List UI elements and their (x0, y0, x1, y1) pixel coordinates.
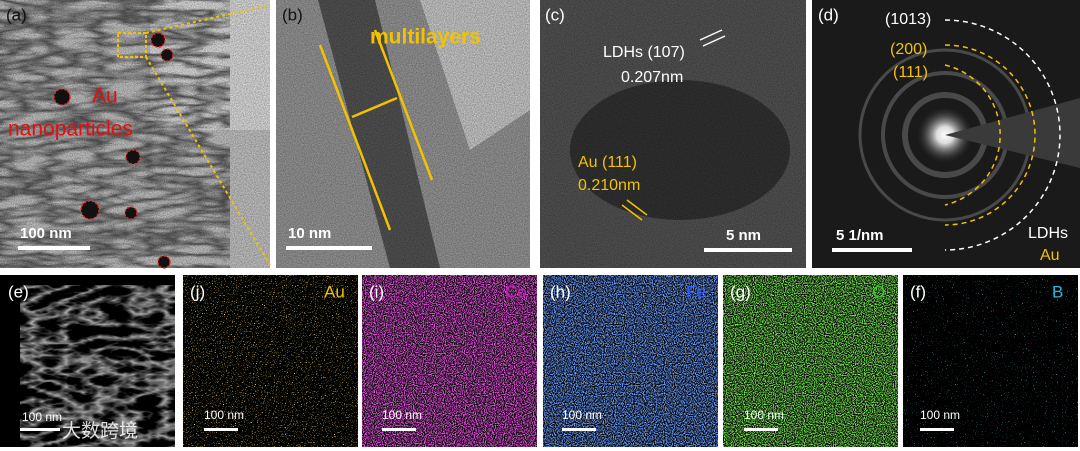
annotation: 0.207nm (621, 69, 683, 86)
element-map (903, 275, 1078, 447)
panel-a: (a) Au nanoparticles 100 nm (0, 0, 271, 269)
image-grain (276, 0, 530, 268)
watermark: 大数跨境 (62, 420, 138, 442)
ldh-fringes (699, 29, 726, 47)
ring-label: (200) (890, 41, 927, 58)
width-arrow (351, 96, 398, 119)
fringe (702, 35, 726, 47)
annotation: Au (111) (578, 154, 637, 171)
particle (150, 32, 166, 48)
element-label: Au (324, 282, 345, 301)
scale-bar-label: 100 nm (920, 408, 960, 422)
panel-label: (c) (545, 5, 565, 24)
scale-bar-label: 100 nm (204, 408, 244, 422)
beam-stop (945, 98, 1080, 168)
panel-label: (i) (369, 282, 384, 301)
au-fringes (621, 199, 648, 221)
panel-label: (e) (8, 282, 29, 301)
panel-j: (j) Au 100 nm (183, 275, 358, 447)
particle (160, 48, 174, 62)
panel-label: (g) (730, 282, 751, 301)
element-map (362, 275, 537, 447)
edge-line (373, 29, 434, 181)
scale-bar-label: 100 nm (744, 408, 784, 422)
scale-bar-label: 10 nm (288, 225, 331, 242)
panel-g: (g) O 100 nm (723, 275, 898, 447)
scale-bar (382, 428, 416, 431)
panel-f: (f) B 100 nm (903, 275, 1078, 447)
panel-d: (d) (1013) (200) (111) LDHs Au 5 1/nm (812, 0, 1080, 268)
scale-bar (204, 428, 238, 431)
panel-label: (b) (282, 5, 303, 24)
panel-label: (f) (910, 282, 926, 301)
image-grain (0, 0, 270, 268)
panel-h: (h) Fe 100 nm (543, 275, 718, 447)
element-label: O (872, 282, 885, 301)
panel-label: (h) (550, 282, 571, 301)
element-map (183, 275, 358, 447)
particle (80, 200, 100, 220)
scale-bar-label: 100 nm (22, 410, 62, 424)
panel-label: (a) (6, 5, 27, 24)
scale-bar-label: 5 1/nm (836, 227, 884, 244)
legend: Au (1040, 247, 1060, 264)
panel-b: (b) multilayers 10 nm (276, 0, 530, 268)
scale-bar (704, 248, 792, 252)
nanoparticles (53, 32, 174, 269)
ring-marker (944, 64, 1001, 206)
particle (124, 206, 138, 220)
scale-bar-label: 5 nm (726, 227, 761, 244)
annotation: 0.210nm (578, 177, 640, 194)
element-map (543, 275, 718, 447)
image-texture (20, 285, 175, 447)
fringe (621, 204, 643, 221)
scale-bar (286, 246, 372, 250)
particle (125, 149, 141, 165)
scale-bar (562, 428, 596, 431)
particle (157, 255, 171, 269)
scale-bar (20, 428, 60, 431)
panel-i: (i) Co 100 nm (362, 275, 537, 447)
scale-bar-label: 100 nm (20, 225, 72, 242)
zoom-box (117, 32, 147, 58)
fringe (626, 199, 648, 216)
ring-label: (111) (893, 64, 928, 81)
element-label: B (1052, 282, 1063, 301)
element-map (723, 275, 898, 447)
annotation: Au (92, 85, 118, 108)
legend: LDHs (1028, 225, 1068, 242)
particle (53, 88, 71, 106)
scale-bar-label: 100 nm (562, 408, 602, 422)
edge-line (318, 44, 392, 231)
scale-bar (920, 428, 954, 431)
scale-bar (18, 246, 90, 250)
scale-bar (744, 428, 778, 431)
annotation: nanoparticles (8, 118, 133, 141)
fringe (699, 29, 723, 41)
element-label: Fe (686, 282, 706, 301)
panel-label: (j) (190, 282, 205, 301)
panel-label: (d) (818, 5, 839, 24)
panel-c: (c) LDHs (107) 0.207nm Au (111) 0.210nm … (540, 0, 806, 268)
image-grain (540, 0, 806, 268)
scale-bar (832, 248, 912, 252)
ring-marker (944, 19, 1061, 251)
annotation: LDHs (107) (603, 44, 685, 61)
element-label: Co (505, 282, 527, 301)
annotation: multilayers (370, 26, 481, 49)
ring-label: (1013) (885, 11, 931, 28)
panel-e: (e) 100 nm 大数跨境 (0, 275, 175, 447)
scale-bar-label: 100 nm (382, 408, 422, 422)
zoom-line (145, 56, 271, 266)
